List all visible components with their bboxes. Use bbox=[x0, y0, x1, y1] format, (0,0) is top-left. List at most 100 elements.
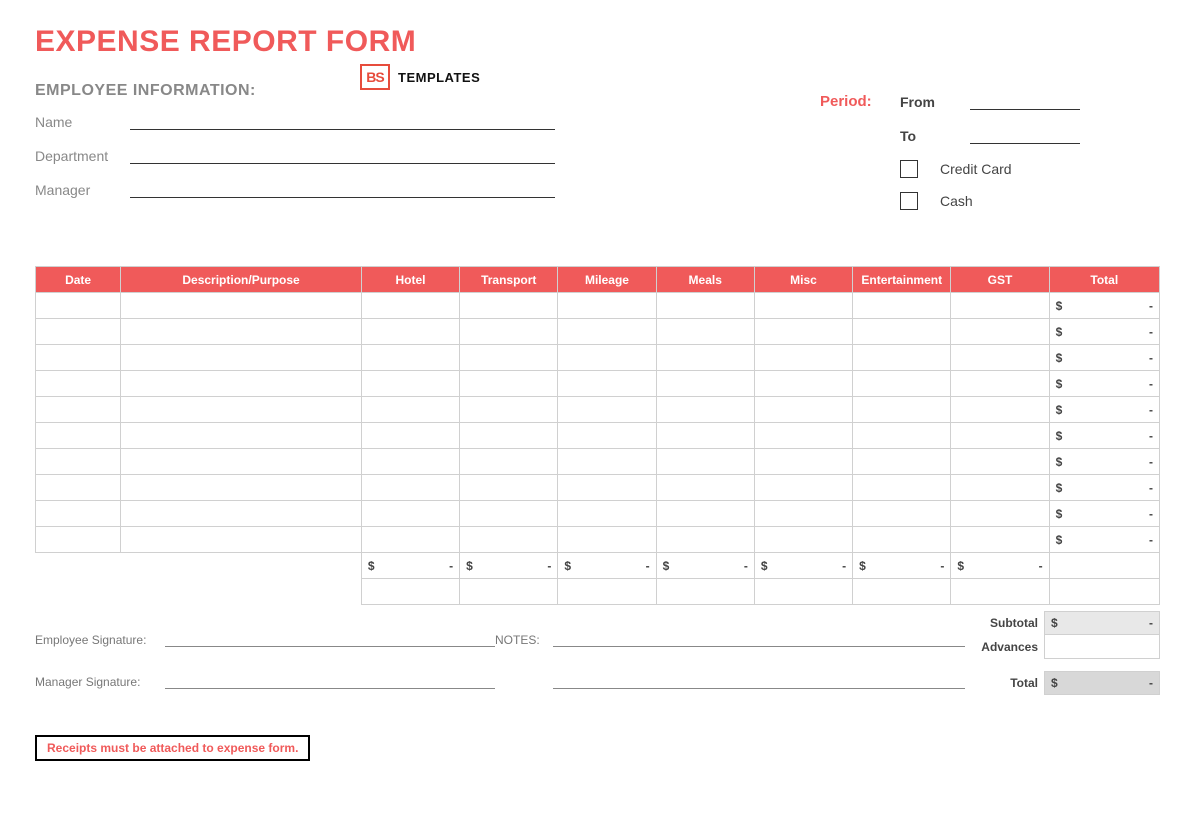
table-cell[interactable] bbox=[36, 501, 121, 527]
manager-field[interactable] bbox=[130, 180, 555, 198]
notes-field-2[interactable] bbox=[553, 675, 965, 689]
table-cell[interactable] bbox=[460, 319, 558, 345]
table-cell[interactable] bbox=[121, 345, 362, 371]
name-field[interactable] bbox=[130, 112, 555, 130]
department-field[interactable] bbox=[130, 146, 555, 164]
table-cell[interactable] bbox=[558, 345, 656, 371]
table-cell[interactable] bbox=[361, 579, 459, 605]
table-cell[interactable] bbox=[121, 449, 362, 475]
table-cell[interactable] bbox=[558, 397, 656, 423]
table-cell[interactable] bbox=[754, 501, 852, 527]
table-cell[interactable] bbox=[558, 371, 656, 397]
table-cell[interactable] bbox=[558, 579, 656, 605]
table-cell[interactable] bbox=[754, 449, 852, 475]
table-cell[interactable] bbox=[558, 501, 656, 527]
table-cell[interactable] bbox=[951, 475, 1049, 501]
table-cell[interactable] bbox=[754, 397, 852, 423]
table-cell[interactable] bbox=[36, 345, 121, 371]
table-cell[interactable] bbox=[36, 397, 121, 423]
table-cell[interactable] bbox=[460, 475, 558, 501]
table-cell[interactable] bbox=[951, 527, 1049, 553]
table-cell[interactable] bbox=[460, 501, 558, 527]
table-cell[interactable] bbox=[853, 345, 951, 371]
table-cell[interactable] bbox=[656, 423, 754, 449]
table-cell[interactable] bbox=[460, 397, 558, 423]
table-cell[interactable] bbox=[656, 579, 754, 605]
table-cell[interactable] bbox=[656, 371, 754, 397]
table-cell[interactable] bbox=[558, 293, 656, 319]
table-cell[interactable] bbox=[754, 293, 852, 319]
table-cell[interactable] bbox=[36, 449, 121, 475]
table-cell[interactable] bbox=[951, 293, 1049, 319]
table-cell[interactable] bbox=[853, 501, 951, 527]
table-cell[interactable] bbox=[121, 371, 362, 397]
table-cell[interactable] bbox=[121, 397, 362, 423]
table-cell[interactable] bbox=[460, 527, 558, 553]
table-cell[interactable] bbox=[121, 475, 362, 501]
advances-value[interactable] bbox=[1044, 635, 1160, 659]
table-cell[interactable] bbox=[951, 423, 1049, 449]
table-cell[interactable] bbox=[754, 319, 852, 345]
table-cell[interactable] bbox=[656, 527, 754, 553]
table-cell[interactable] bbox=[656, 501, 754, 527]
table-cell[interactable] bbox=[361, 423, 459, 449]
table-cell[interactable] bbox=[558, 319, 656, 345]
table-cell[interactable] bbox=[36, 423, 121, 449]
table-cell[interactable] bbox=[853, 579, 951, 605]
table-cell[interactable] bbox=[853, 423, 951, 449]
table-cell[interactable] bbox=[460, 579, 558, 605]
table-cell[interactable] bbox=[951, 501, 1049, 527]
table-cell[interactable] bbox=[853, 319, 951, 345]
table-cell[interactable] bbox=[121, 501, 362, 527]
table-cell[interactable] bbox=[460, 345, 558, 371]
table-cell[interactable] bbox=[951, 579, 1049, 605]
table-cell[interactable] bbox=[558, 527, 656, 553]
table-cell[interactable] bbox=[656, 293, 754, 319]
table-cell[interactable] bbox=[361, 501, 459, 527]
table-cell[interactable] bbox=[361, 397, 459, 423]
table-cell[interactable] bbox=[36, 475, 121, 501]
table-cell[interactable] bbox=[361, 449, 459, 475]
table-cell[interactable] bbox=[361, 293, 459, 319]
table-cell[interactable] bbox=[951, 371, 1049, 397]
table-cell[interactable] bbox=[121, 293, 362, 319]
table-cell[interactable] bbox=[558, 423, 656, 449]
table-cell[interactable] bbox=[951, 397, 1049, 423]
table-cell[interactable] bbox=[754, 475, 852, 501]
table-cell[interactable] bbox=[558, 449, 656, 475]
table-cell[interactable] bbox=[460, 293, 558, 319]
from-field[interactable] bbox=[970, 92, 1080, 110]
table-cell[interactable] bbox=[36, 371, 121, 397]
table-cell[interactable] bbox=[36, 319, 121, 345]
credit-card-checkbox[interactable] bbox=[900, 160, 918, 178]
table-cell[interactable] bbox=[558, 475, 656, 501]
table-cell[interactable] bbox=[951, 345, 1049, 371]
manager-signature-field[interactable] bbox=[165, 675, 495, 689]
table-cell[interactable] bbox=[853, 475, 951, 501]
table-cell[interactable] bbox=[754, 345, 852, 371]
table-cell[interactable] bbox=[754, 371, 852, 397]
table-cell[interactable] bbox=[853, 293, 951, 319]
table-cell[interactable] bbox=[951, 449, 1049, 475]
table-cell[interactable] bbox=[361, 475, 459, 501]
table-cell[interactable] bbox=[853, 527, 951, 553]
table-cell[interactable] bbox=[36, 293, 121, 319]
table-cell[interactable] bbox=[853, 371, 951, 397]
table-cell[interactable] bbox=[460, 423, 558, 449]
table-cell[interactable] bbox=[656, 319, 754, 345]
cash-checkbox[interactable] bbox=[900, 192, 918, 210]
table-cell[interactable] bbox=[656, 397, 754, 423]
table-cell[interactable] bbox=[121, 319, 362, 345]
table-cell[interactable] bbox=[361, 371, 459, 397]
table-cell[interactable] bbox=[951, 319, 1049, 345]
table-cell[interactable] bbox=[656, 449, 754, 475]
table-cell[interactable] bbox=[656, 345, 754, 371]
table-cell[interactable] bbox=[361, 527, 459, 553]
table-cell[interactable] bbox=[361, 319, 459, 345]
table-cell[interactable] bbox=[853, 449, 951, 475]
to-field[interactable] bbox=[970, 126, 1080, 144]
table-cell[interactable] bbox=[754, 423, 852, 449]
table-cell[interactable] bbox=[754, 579, 852, 605]
table-cell[interactable] bbox=[754, 527, 852, 553]
table-cell[interactable] bbox=[36, 527, 121, 553]
